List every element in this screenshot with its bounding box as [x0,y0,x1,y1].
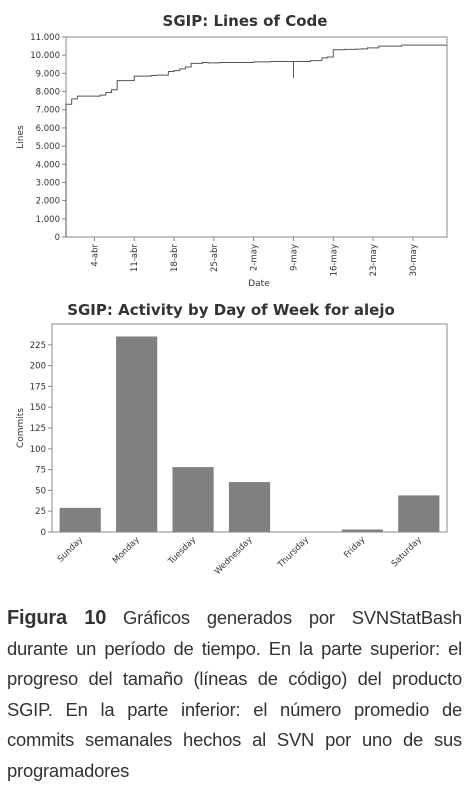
loc-x-tick-label: 23-may [369,244,379,276]
caption-text: Gráficos generados por SVNStatBash duran… [7,607,462,781]
loc-y-tick-label: 3.000 [36,178,60,188]
loc-x-tick-label: 2-may [250,244,260,271]
loc-x-axis: 4-abr 11-abr 18-abr 25-abr 2-may 9-may 16-may 2… [90,237,419,276]
activity-x-tick-label: Tuesday [166,535,198,567]
loc-y-tick-label: 10.000 [30,51,60,61]
loc-chart-title: SGIP: Lines of Code [163,12,328,30]
activity-y-tick-label: 175 [30,382,46,392]
activity-bar-wednesday [228,482,271,532]
loc-y-tick-label: 4.000 [36,160,60,170]
activity-x-tick-label: Thursday [275,535,311,571]
loc-y-tick-label: 9.000 [36,69,60,79]
activity-x-axis: Sunday Monday Tuesday Wednesday Thursday Frid… [56,535,424,577]
activity-x-tick-label: Monday [111,535,142,566]
figure-label: Figura 10 [7,607,107,629]
activity-y-axis: 0 25 50 75 100 125 150 175 200 225 [30,341,52,538]
activity-bar-monday [116,336,158,532]
loc-x-axis-label: Date [248,279,270,289]
loc-chart: SGIP: Lines of Code 0 1.000 2.000 3.000 4.00… [16,12,448,289]
activity-y-tick-label: 25 [35,507,46,517]
loc-y-axis: 0 1.000 2.000 3.000 4.000 5.000 6.000 7.000 8.00… [30,33,66,243]
activity-x-tick-label: Friday [342,535,367,560]
loc-y-tick-label: 0 [55,233,60,243]
activity-bar-friday [341,529,383,532]
loc-x-tick-label: 30-may [409,244,419,276]
loc-x-tick-label: 18-abr [170,243,180,271]
loc-x-tick-label: 4-abr [90,243,100,266]
activity-x-tick-label: Wednesday [213,535,255,577]
loc-x-tick-label: 25-abr [210,243,220,271]
loc-x-tick-label: 9-may [289,244,299,271]
activity-y-tick-label: 225 [30,341,46,351]
loc-plot-frame [65,36,448,238]
loc-x-tick-label: 16-may [329,244,339,276]
figure-caption: Figura 10 Gráficos generados por SVNStat… [7,603,462,786]
activity-bar-sunday [59,507,101,532]
activity-x-tick-label: Saturday [390,535,424,569]
loc-y-tick-label: 2.000 [36,197,60,207]
loc-y-tick-label: 7.000 [36,106,60,116]
activity-y-tick-label: 50 [35,486,46,496]
loc-y-tick-label: 8.000 [36,88,60,98]
activity-y-tick-label: 100 [30,445,46,455]
activity-bar-tuesday [172,467,214,532]
activity-chart-title: SGIP: Activity by Day of Week for alejo [67,301,395,319]
loc-y-tick-label: 6.000 [36,124,60,134]
activity-y-tick-label: 125 [30,424,46,434]
activity-y-axis-label: Commits [16,408,26,448]
activity-bars [59,336,440,532]
loc-y-axis-label: Lines [16,125,26,149]
activity-chart: SGIP: Activity by Day of Week for alejo … [16,301,448,577]
loc-y-tick-label: 5.000 [36,142,60,152]
loc-x-tick-label: 11-abr [130,243,140,271]
activity-y-tick-label: 200 [30,362,46,372]
loc-y-tick-label: 1.000 [36,215,60,225]
loc-series-line [65,44,447,237]
activity-x-tick-label: Sunday [56,535,86,565]
activity-y-tick-label: 75 [35,466,46,476]
loc-y-tick-label: 11.000 [30,33,60,43]
activity-bar-saturday [398,495,440,532]
activity-y-tick-label: 150 [30,403,46,413]
charts-area: SGIP: Lines of Code 0 1.000 2.000 3.000 4.00… [16,12,448,577]
activity-y-tick-label: 0 [41,528,46,538]
